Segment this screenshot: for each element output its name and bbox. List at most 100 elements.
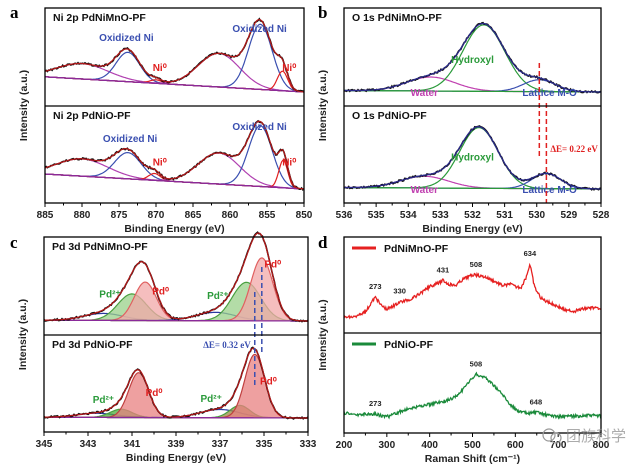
peak-label: 431 bbox=[437, 265, 450, 274]
watermark: 团族科学 bbox=[542, 427, 626, 445]
peak-label: 508 bbox=[470, 359, 483, 368]
legend-label: PdNiMnO-PF bbox=[384, 243, 449, 255]
peak-annotation: Pd²⁺ bbox=[99, 289, 120, 300]
delta-annotation: ΔE= 0.32 eV bbox=[203, 340, 251, 350]
background-line bbox=[344, 186, 601, 190]
plot-frame bbox=[343, 236, 602, 434]
raman-spectrum bbox=[343, 371, 602, 420]
panel-label: d bbox=[318, 233, 328, 252]
fit-envelope bbox=[43, 347, 308, 419]
peak-annotation: Pd⁰ bbox=[264, 260, 281, 271]
panel-label: b bbox=[318, 3, 327, 22]
x-tick-label: 530 bbox=[528, 210, 545, 221]
background-line bbox=[344, 89, 601, 93]
x-tick-label: 335 bbox=[256, 439, 273, 450]
peak-annotation: Lattice M-O bbox=[522, 88, 577, 99]
peak-annotation: Hydroxyl bbox=[451, 55, 494, 66]
x-tick-label: 850 bbox=[296, 210, 313, 221]
x-tick-label: 532 bbox=[464, 210, 481, 221]
peak-component bbox=[44, 51, 305, 93]
x-tick-label: 339 bbox=[168, 439, 185, 450]
y-axis-label: Intensity (a.u.) bbox=[317, 70, 329, 141]
peak-annotation: Oxidized Ni bbox=[232, 122, 287, 133]
peak-annotation: Oxidized Ni bbox=[103, 134, 158, 145]
subplot-title: O 1s PdNiMnO-PF bbox=[352, 12, 442, 24]
subplot-title: Ni 2p PdNiMnO-PF bbox=[53, 12, 146, 24]
x-tick-label: 860 bbox=[222, 210, 239, 221]
x-tick-label: 200 bbox=[336, 440, 353, 451]
peak-fill bbox=[44, 258, 308, 321]
peak-label: 508 bbox=[470, 260, 483, 269]
watermark-text: 团族科学 bbox=[566, 427, 626, 445]
panel-c: c Intensity (a.u.) Binding Energy (eV) 345 3… bbox=[10, 231, 317, 464]
x-tick-label: 337 bbox=[212, 439, 229, 450]
x-tick-label: 333 bbox=[300, 439, 317, 450]
y-axis-label: Intensity (a.u.) bbox=[317, 299, 329, 370]
peak-annotation: Water bbox=[411, 185, 439, 196]
peak-annotation: Pd²⁺ bbox=[201, 394, 222, 405]
peak-label: 273 bbox=[369, 399, 382, 408]
legend-label: PdNiO-PF bbox=[384, 339, 434, 351]
peak-annotation: Hydroxyl bbox=[451, 153, 494, 164]
subplot-title: Pd 3d PdNiMnO-PF bbox=[52, 241, 148, 253]
x-tick-label: 531 bbox=[496, 210, 513, 221]
x-tick-label: 865 bbox=[185, 210, 202, 221]
peak-annotation: Ni⁰ bbox=[153, 158, 167, 169]
peak-annotation: Pd²⁺ bbox=[93, 395, 114, 406]
wechat-icon bbox=[542, 428, 556, 442]
fit-envelope bbox=[44, 120, 305, 190]
peak-fill bbox=[44, 409, 308, 418]
peak-annotation: Ni⁰ bbox=[282, 63, 296, 74]
peak-annotation: Ni⁰ bbox=[282, 158, 296, 169]
x-axis-label: Raman Shift (cm⁻¹) bbox=[425, 453, 520, 465]
background-line bbox=[44, 76, 305, 93]
peak-component bbox=[44, 52, 305, 93]
background-line bbox=[44, 173, 305, 190]
peak-annotation: Pd⁰ bbox=[152, 286, 169, 297]
peak-fill bbox=[44, 293, 308, 321]
delta-annotation: ΔE= 0.22 eV bbox=[550, 144, 598, 154]
peak-annotation: Oxidized Ni bbox=[232, 24, 287, 35]
x-tick-label: 870 bbox=[148, 210, 165, 221]
subplot-title: Pd 3d PdNiO-PF bbox=[52, 339, 133, 351]
x-tick-label: 600 bbox=[507, 440, 524, 451]
x-axis-label: Binding Energy (eV) bbox=[124, 223, 224, 235]
x-tick-label: 528 bbox=[593, 210, 610, 221]
panel-b: b Intensity (a.u.) Binding Energy (eV) 536 5… bbox=[317, 3, 610, 235]
peak-fill bbox=[44, 354, 308, 418]
y-axis-label: Intensity (a.u.) bbox=[18, 70, 30, 141]
subplot-title: O 1s PdNiO-PF bbox=[352, 110, 427, 122]
peak-component bbox=[44, 62, 305, 93]
peak-annotation: Ni⁰ bbox=[153, 63, 167, 74]
x-tick-label: 885 bbox=[37, 210, 54, 221]
x-axis-label: Binding Energy (eV) bbox=[126, 452, 226, 464]
fit-envelope bbox=[44, 18, 305, 93]
y-axis-label: Intensity (a.u.) bbox=[17, 299, 29, 370]
panel-a: a Intensity (a.u.) Binding Energy (eV) 885 8… bbox=[10, 3, 313, 235]
peak-annotation: Pd⁰ bbox=[260, 377, 277, 388]
x-tick-label: 341 bbox=[124, 439, 141, 450]
x-tick-label: 529 bbox=[561, 210, 578, 221]
fit-envelope bbox=[44, 232, 308, 322]
raman-spectrum bbox=[343, 262, 602, 320]
peak-component bbox=[44, 125, 305, 190]
peak-annotation: Pd²⁺ bbox=[207, 291, 228, 302]
x-tick-label: 800 bbox=[593, 440, 610, 451]
x-tick-label: 300 bbox=[378, 440, 395, 451]
fit-envelope bbox=[344, 22, 601, 93]
peak-annotation: Water bbox=[411, 88, 439, 99]
x-tick-label: 343 bbox=[80, 439, 97, 450]
peak-annotation: Oxidized Ni bbox=[99, 33, 154, 44]
x-tick-label: 500 bbox=[464, 440, 481, 451]
peak-annotation: Lattice M-O bbox=[522, 185, 577, 196]
x-tick-label: 534 bbox=[400, 210, 417, 221]
wechat-icon bbox=[550, 432, 562, 444]
x-tick-label: 536 bbox=[336, 210, 353, 221]
panel-label: a bbox=[10, 3, 19, 22]
x-tick-label: 345 bbox=[36, 439, 53, 450]
x-tick-label: 855 bbox=[259, 210, 276, 221]
peak-annotation: Pd⁰ bbox=[146, 388, 163, 399]
subplot-title: Ni 2p PdNiO-PF bbox=[53, 110, 131, 122]
x-tick-label: 880 bbox=[74, 210, 91, 221]
